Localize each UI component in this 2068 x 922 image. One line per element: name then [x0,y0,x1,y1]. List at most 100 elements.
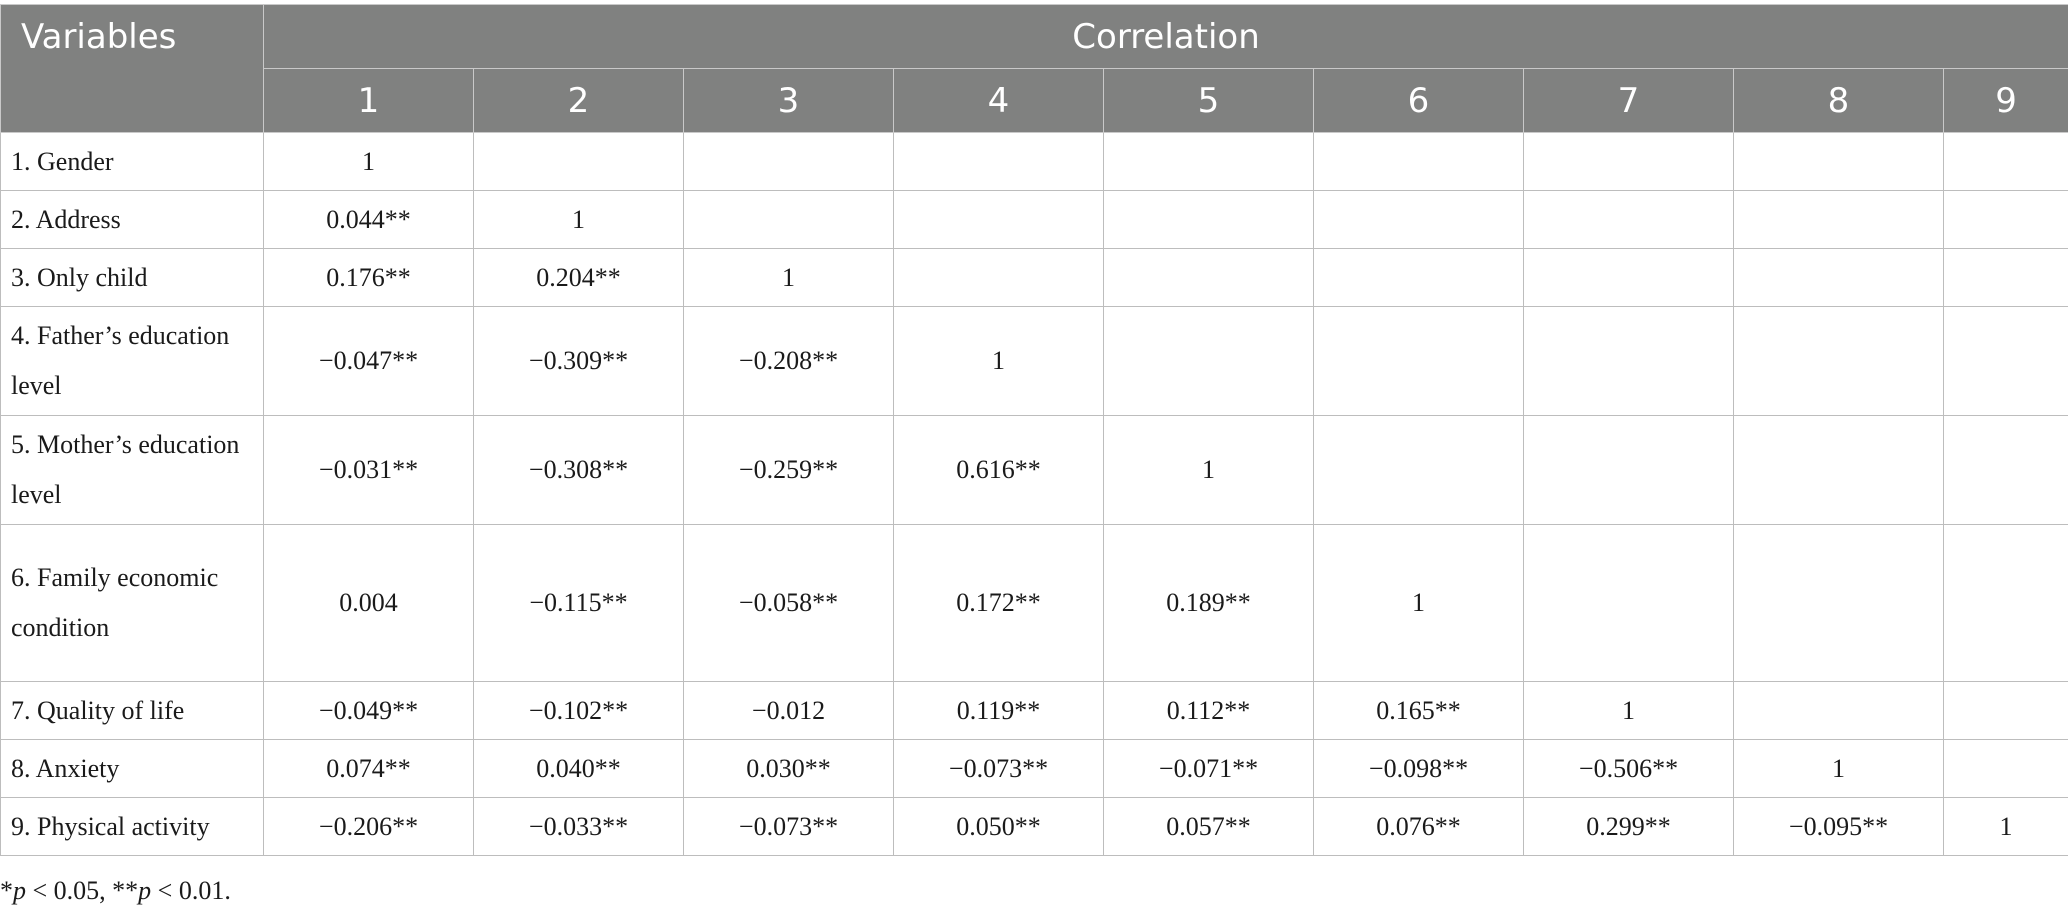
table-cell [1733,190,1944,249]
column-header-7: 7 [1523,68,1734,133]
table-cell: −0.073** [683,797,894,856]
table-row: 2. Address 0.044** 1 [0,190,2068,249]
table-cell: 0.004 [263,524,474,682]
table-cell: −0.308** [473,415,684,525]
row-label: 4. Father’s education level [0,306,264,416]
footnote-variable-2: p [138,876,152,905]
table-cell: −0.115** [473,524,684,682]
table-cell [1942,190,2068,249]
table-cell: 0.057** [1103,797,1314,856]
table-cell: 1 [1733,739,1944,798]
table-cell [1733,415,1944,525]
column-header-1: 1 [263,68,474,133]
column-header-5: 5 [1103,68,1314,133]
table-cell [473,132,684,191]
table-cell [1103,190,1314,249]
table-cell: −0.309** [473,306,684,416]
column-header-6: 6 [1313,68,1524,133]
table-cell [1733,681,1944,740]
table-cell [1313,190,1524,249]
row-label: 6. Family economic condition [0,524,264,682]
table-cell [1733,132,1944,191]
table-cell [1523,190,1734,249]
table-cell [1523,415,1734,525]
table-cell [1313,306,1524,416]
table-cell: 0.165** [1313,681,1524,740]
table-cell [1523,524,1734,682]
correlation-table: Variables Correlation 1 2 3 4 5 6 7 8 9 … [0,4,2068,856]
table-header: Variables Correlation 1 2 3 4 5 6 7 8 9 [0,4,2068,133]
table-cell [683,190,894,249]
table-cell: −0.206** [263,797,474,856]
table-row: 4. Father’s education level −0.047** −0.… [0,306,2068,416]
table-cell [1523,306,1734,416]
table-cell [1103,132,1314,191]
table-cell: 0.112** [1103,681,1314,740]
table-cell: −0.073** [893,739,1104,798]
row-label: 3. Only child [0,248,264,307]
table-cell: −0.208** [683,306,894,416]
table-cell: −0.259** [683,415,894,525]
table-cell: 0.076** [1313,797,1524,856]
table-cell [1103,248,1314,307]
footnote-symbol-1: * [0,876,13,905]
footnote-variable-1: p [13,876,26,905]
table-cell: 0.616** [893,415,1104,525]
row-label: 7. Quality of life [0,681,264,740]
table-cell [893,190,1104,249]
table-cell: −0.049** [263,681,474,740]
table-cell: −0.047** [263,306,474,416]
table-footnote: *p < 0.05, **p < 0.01. [0,876,231,906]
table-row: 9. Physical activity −0.206** −0.033** −… [0,797,2068,856]
table-cell [1942,248,2068,307]
table-cell: 1 [1942,797,2068,856]
table-cell [1313,132,1524,191]
table-cell: 0.040** [473,739,684,798]
table-cell [1942,739,2068,798]
table-cell: −0.102** [473,681,684,740]
table-cell [1733,248,1944,307]
table-cell: 1 [1523,681,1734,740]
table-cell [1313,415,1524,525]
row-label: 8. Anxiety [0,739,264,798]
table-cell [1942,132,2068,191]
table-cell: 0.204** [473,248,684,307]
table-row: 7. Quality of life −0.049** −0.102** −0.… [0,681,2068,740]
correlation-header: Correlation [262,4,2068,69]
footnote-symbol-2: ** [112,876,139,905]
table-cell [893,132,1104,191]
table-cell: 0.299** [1523,797,1734,856]
table-cell [1313,248,1524,307]
table-cell: 1 [683,248,894,307]
row-label: 5. Mother’s education level [0,415,264,525]
table-cell: 1 [1103,415,1314,525]
table-cell [1523,248,1734,307]
table-cell: 0.119** [893,681,1104,740]
table-cell [893,248,1104,307]
table-row: 1. Gender 1 [0,132,2068,191]
table-cell: 0.189** [1103,524,1314,682]
column-header-4: 4 [893,68,1104,133]
table-row: 5. Mother’s education level −0.031** −0.… [0,415,2068,525]
table-cell: 0.172** [893,524,1104,682]
table-cell: −0.095** [1733,797,1944,856]
table-row: 6. Family economic condition 0.004 −0.11… [0,524,2068,682]
table-cell [1733,524,1944,682]
table-cell [683,132,894,191]
table-cell: −0.098** [1313,739,1524,798]
row-label: 9. Physical activity [0,797,264,856]
table-cell: 0.176** [263,248,474,307]
variables-header: Variables [0,4,264,133]
table-cell: 1 [473,190,684,249]
table-cell: 1 [1313,524,1524,682]
table-row: 3. Only child 0.176** 0.204** 1 [0,248,2068,307]
table-cell: −0.033** [473,797,684,856]
table-cell: −0.012 [683,681,894,740]
footnote-text-2: < 0.01. [151,876,231,905]
table-cell [1733,306,1944,416]
table-cell [1942,415,2068,525]
column-header-9: 9 [1942,68,2068,133]
table-cell [1523,132,1734,191]
table-cell: −0.031** [263,415,474,525]
table-cell: 1 [893,306,1104,416]
